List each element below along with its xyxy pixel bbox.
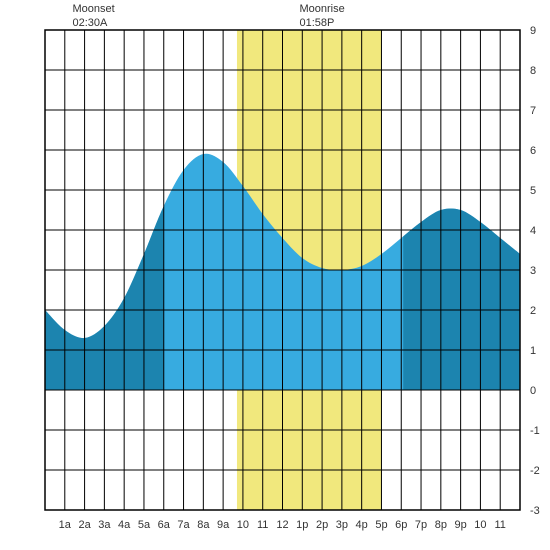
svg-text:5p: 5p bbox=[375, 519, 387, 531]
svg-text:11: 11 bbox=[257, 519, 268, 531]
svg-text:0: 0 bbox=[530, 385, 536, 397]
svg-text:6: 6 bbox=[530, 145, 536, 157]
svg-text:2: 2 bbox=[530, 305, 536, 317]
svg-text:-2: -2 bbox=[530, 465, 540, 477]
moonrise-annotation: Moonrise 01:58P bbox=[299, 2, 344, 31]
svg-text:7: 7 bbox=[530, 105, 536, 117]
svg-text:11: 11 bbox=[494, 519, 505, 531]
moonrise-time: 01:58P bbox=[299, 16, 344, 30]
svg-text:1a: 1a bbox=[59, 519, 72, 531]
svg-text:9a: 9a bbox=[217, 519, 230, 531]
svg-text:6a: 6a bbox=[158, 519, 171, 531]
svg-text:12: 12 bbox=[276, 519, 288, 531]
svg-text:7a: 7a bbox=[177, 519, 190, 531]
svg-text:2p: 2p bbox=[316, 519, 328, 531]
svg-text:3: 3 bbox=[530, 265, 536, 277]
svg-text:10: 10 bbox=[474, 519, 486, 531]
svg-text:4p: 4p bbox=[356, 519, 368, 531]
svg-text:1p: 1p bbox=[296, 519, 308, 531]
svg-text:4a: 4a bbox=[118, 519, 131, 531]
svg-text:3p: 3p bbox=[336, 519, 348, 531]
svg-text:5: 5 bbox=[530, 185, 536, 197]
svg-text:-1: -1 bbox=[530, 425, 540, 437]
tide-chart: 1a2a3a4a5a6a7a8a9a1011121p2p3p4p5p6p7p8p… bbox=[0, 0, 550, 550]
svg-text:-3: -3 bbox=[530, 505, 540, 517]
svg-text:8p: 8p bbox=[435, 519, 447, 531]
svg-text:2a: 2a bbox=[78, 519, 91, 531]
svg-text:3a: 3a bbox=[98, 519, 111, 531]
svg-text:7p: 7p bbox=[415, 519, 427, 531]
svg-text:4: 4 bbox=[530, 225, 536, 237]
svg-text:9p: 9p bbox=[455, 519, 467, 531]
svg-text:10: 10 bbox=[237, 519, 249, 531]
moonrise-title: Moonrise bbox=[299, 2, 344, 16]
chart-svg: 1a2a3a4a5a6a7a8a9a1011121p2p3p4p5p6p7p8p… bbox=[0, 0, 550, 550]
svg-text:9: 9 bbox=[530, 25, 536, 37]
svg-text:8a: 8a bbox=[197, 519, 210, 531]
moonset-annotation: Moonset 02:30A bbox=[72, 2, 114, 31]
svg-text:6p: 6p bbox=[395, 519, 407, 531]
svg-text:5a: 5a bbox=[138, 519, 151, 531]
svg-text:8: 8 bbox=[530, 65, 536, 77]
moonset-title: Moonset bbox=[72, 2, 114, 16]
svg-text:1: 1 bbox=[530, 345, 536, 357]
moonset-time: 02:30A bbox=[72, 16, 114, 30]
